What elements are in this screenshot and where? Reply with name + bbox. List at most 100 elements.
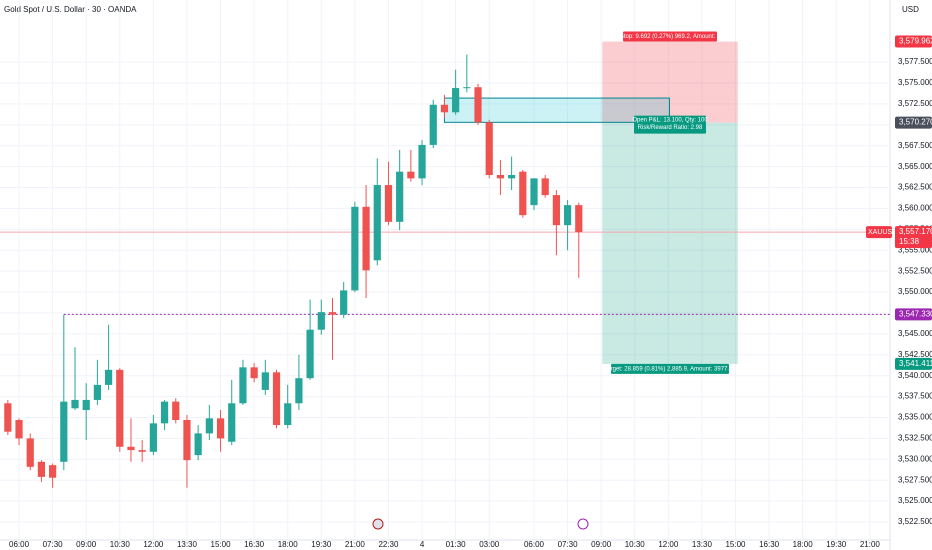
candle-body	[239, 367, 247, 404]
target-zone	[602, 122, 738, 364]
candle-body	[49, 465, 57, 478]
countdown: 15:38	[899, 237, 920, 246]
y-tick-label: 3,530.000	[898, 454, 932, 463]
position-label: Risk/Reward Ratio: 2.98	[638, 125, 703, 131]
candle-body	[295, 378, 303, 404]
x-tick-label: 10:30	[625, 540, 646, 549]
x-tick-label: 15:00	[211, 540, 232, 549]
candle-body	[250, 367, 258, 379]
candle-body	[205, 418, 213, 434]
symbol-label: XAUUSD	[868, 229, 897, 236]
label-box	[623, 31, 718, 42]
candle-body	[15, 420, 23, 439]
y-tick-label: 3,532.500	[898, 434, 932, 443]
candle-body	[463, 87, 471, 89]
event-icon	[577, 518, 589, 530]
candle-body	[429, 104, 437, 145]
candle-body	[37, 461, 46, 477]
y-tick-label: 3,550.000	[898, 287, 932, 296]
candle-body	[306, 329, 314, 379]
x-tick-label: 13:30	[177, 540, 198, 549]
x-tick-label: 19:30	[311, 540, 332, 549]
y-tick-label: 3,525.000	[898, 496, 932, 505]
candle-body	[26, 438, 34, 467]
candle-body	[496, 175, 505, 179]
x-tick-label: 12:00	[143, 540, 164, 549]
x-tick-label: 07:30	[43, 540, 64, 549]
price-tag-label: 3,570.270	[899, 118, 932, 127]
y-tick-label: 3,542.500	[898, 350, 932, 359]
candle-body	[272, 372, 281, 426]
rectangle-drawing	[443, 97, 670, 123]
y-tick-label: 3,535.000	[898, 413, 932, 422]
price-tag-label: 3,541.411	[899, 359, 932, 368]
position-label: Stop: 9.692 (0.27%) 969.2, Amount: 0	[620, 34, 721, 40]
x-tick-label: 22:30	[378, 540, 399, 549]
candle-body	[519, 171, 527, 216]
y-tick-label: 3,577.500	[898, 57, 932, 66]
candle-body	[407, 171, 415, 179]
candle-body	[116, 369, 124, 447]
candle-body	[228, 403, 236, 442]
y-tick-label: 3,522.500	[898, 517, 932, 526]
x-tick-label: 03:00	[479, 540, 500, 549]
candle-body	[351, 206, 359, 291]
y-tick-label: 3,537.500	[898, 392, 932, 401]
candle-body	[440, 104, 449, 113]
candle-body	[317, 312, 325, 330]
candle-body	[340, 290, 348, 315]
y-tick-label: 3,545.000	[898, 329, 932, 338]
price-tag	[895, 116, 932, 129]
candle-body	[362, 206, 370, 271]
price-tag-label: 3,579.962	[899, 37, 932, 46]
stop-zone	[602, 41, 738, 123]
candle-body	[563, 205, 572, 226]
price-tag	[895, 226, 932, 249]
candle-body	[261, 372, 269, 390]
x-tick-label: 07:30	[558, 540, 579, 549]
x-tick-label: 16:30	[244, 540, 265, 549]
price-tag-label: 3,547.330	[899, 310, 932, 319]
x-tick-label: 4	[420, 540, 425, 549]
y-tick-label: 3,527.500	[898, 475, 932, 484]
candle-body	[530, 178, 538, 206]
candle-body	[552, 195, 560, 226]
symbol-tag	[866, 226, 892, 239]
x-tick-label: 09:00	[591, 540, 612, 549]
candle-body	[396, 171, 404, 222]
x-tick-label: 09:00	[76, 540, 97, 549]
candle-body	[216, 418, 225, 439]
y-tick-label: 3,552.500	[898, 266, 932, 275]
candle-body	[452, 88, 460, 113]
candle-body	[575, 205, 583, 233]
chart-title: Gold Spot / U.S. Dollar · 30 · OANDA	[4, 5, 137, 14]
candle-body	[541, 178, 549, 196]
x-tick-label: 10:30	[110, 540, 131, 549]
y-tick-label: 3,560.000	[898, 204, 932, 213]
candle-body	[485, 122, 493, 176]
x-tick-label: 12:00	[658, 540, 679, 549]
price-tag-label: 3,557.170	[899, 227, 932, 236]
position-label: Open P&L: 13.100, Qty: 100	[632, 118, 708, 124]
candle-body	[60, 401, 68, 462]
x-tick-label: 18:00	[278, 540, 299, 549]
candle-body	[104, 369, 113, 385]
label-box	[611, 363, 730, 374]
x-tick-label: 06:00	[9, 540, 30, 549]
y-tick-label: 3,572.500	[898, 99, 932, 108]
candle-body	[160, 401, 169, 424]
x-tick-label: 16:30	[759, 540, 780, 549]
x-tick-label: 01:30	[446, 540, 467, 549]
candle-body	[328, 312, 337, 315]
candle-body	[373, 185, 381, 261]
x-tick-label: 19:30	[826, 540, 847, 549]
event-icon	[372, 518, 384, 530]
candle-body	[82, 399, 90, 410]
y-tick-label: 3,575.000	[898, 78, 932, 87]
x-tick-label: 06:00	[524, 540, 545, 549]
candle-body	[508, 175, 516, 179]
candle-body	[183, 420, 191, 461]
currency: USD	[902, 5, 919, 14]
